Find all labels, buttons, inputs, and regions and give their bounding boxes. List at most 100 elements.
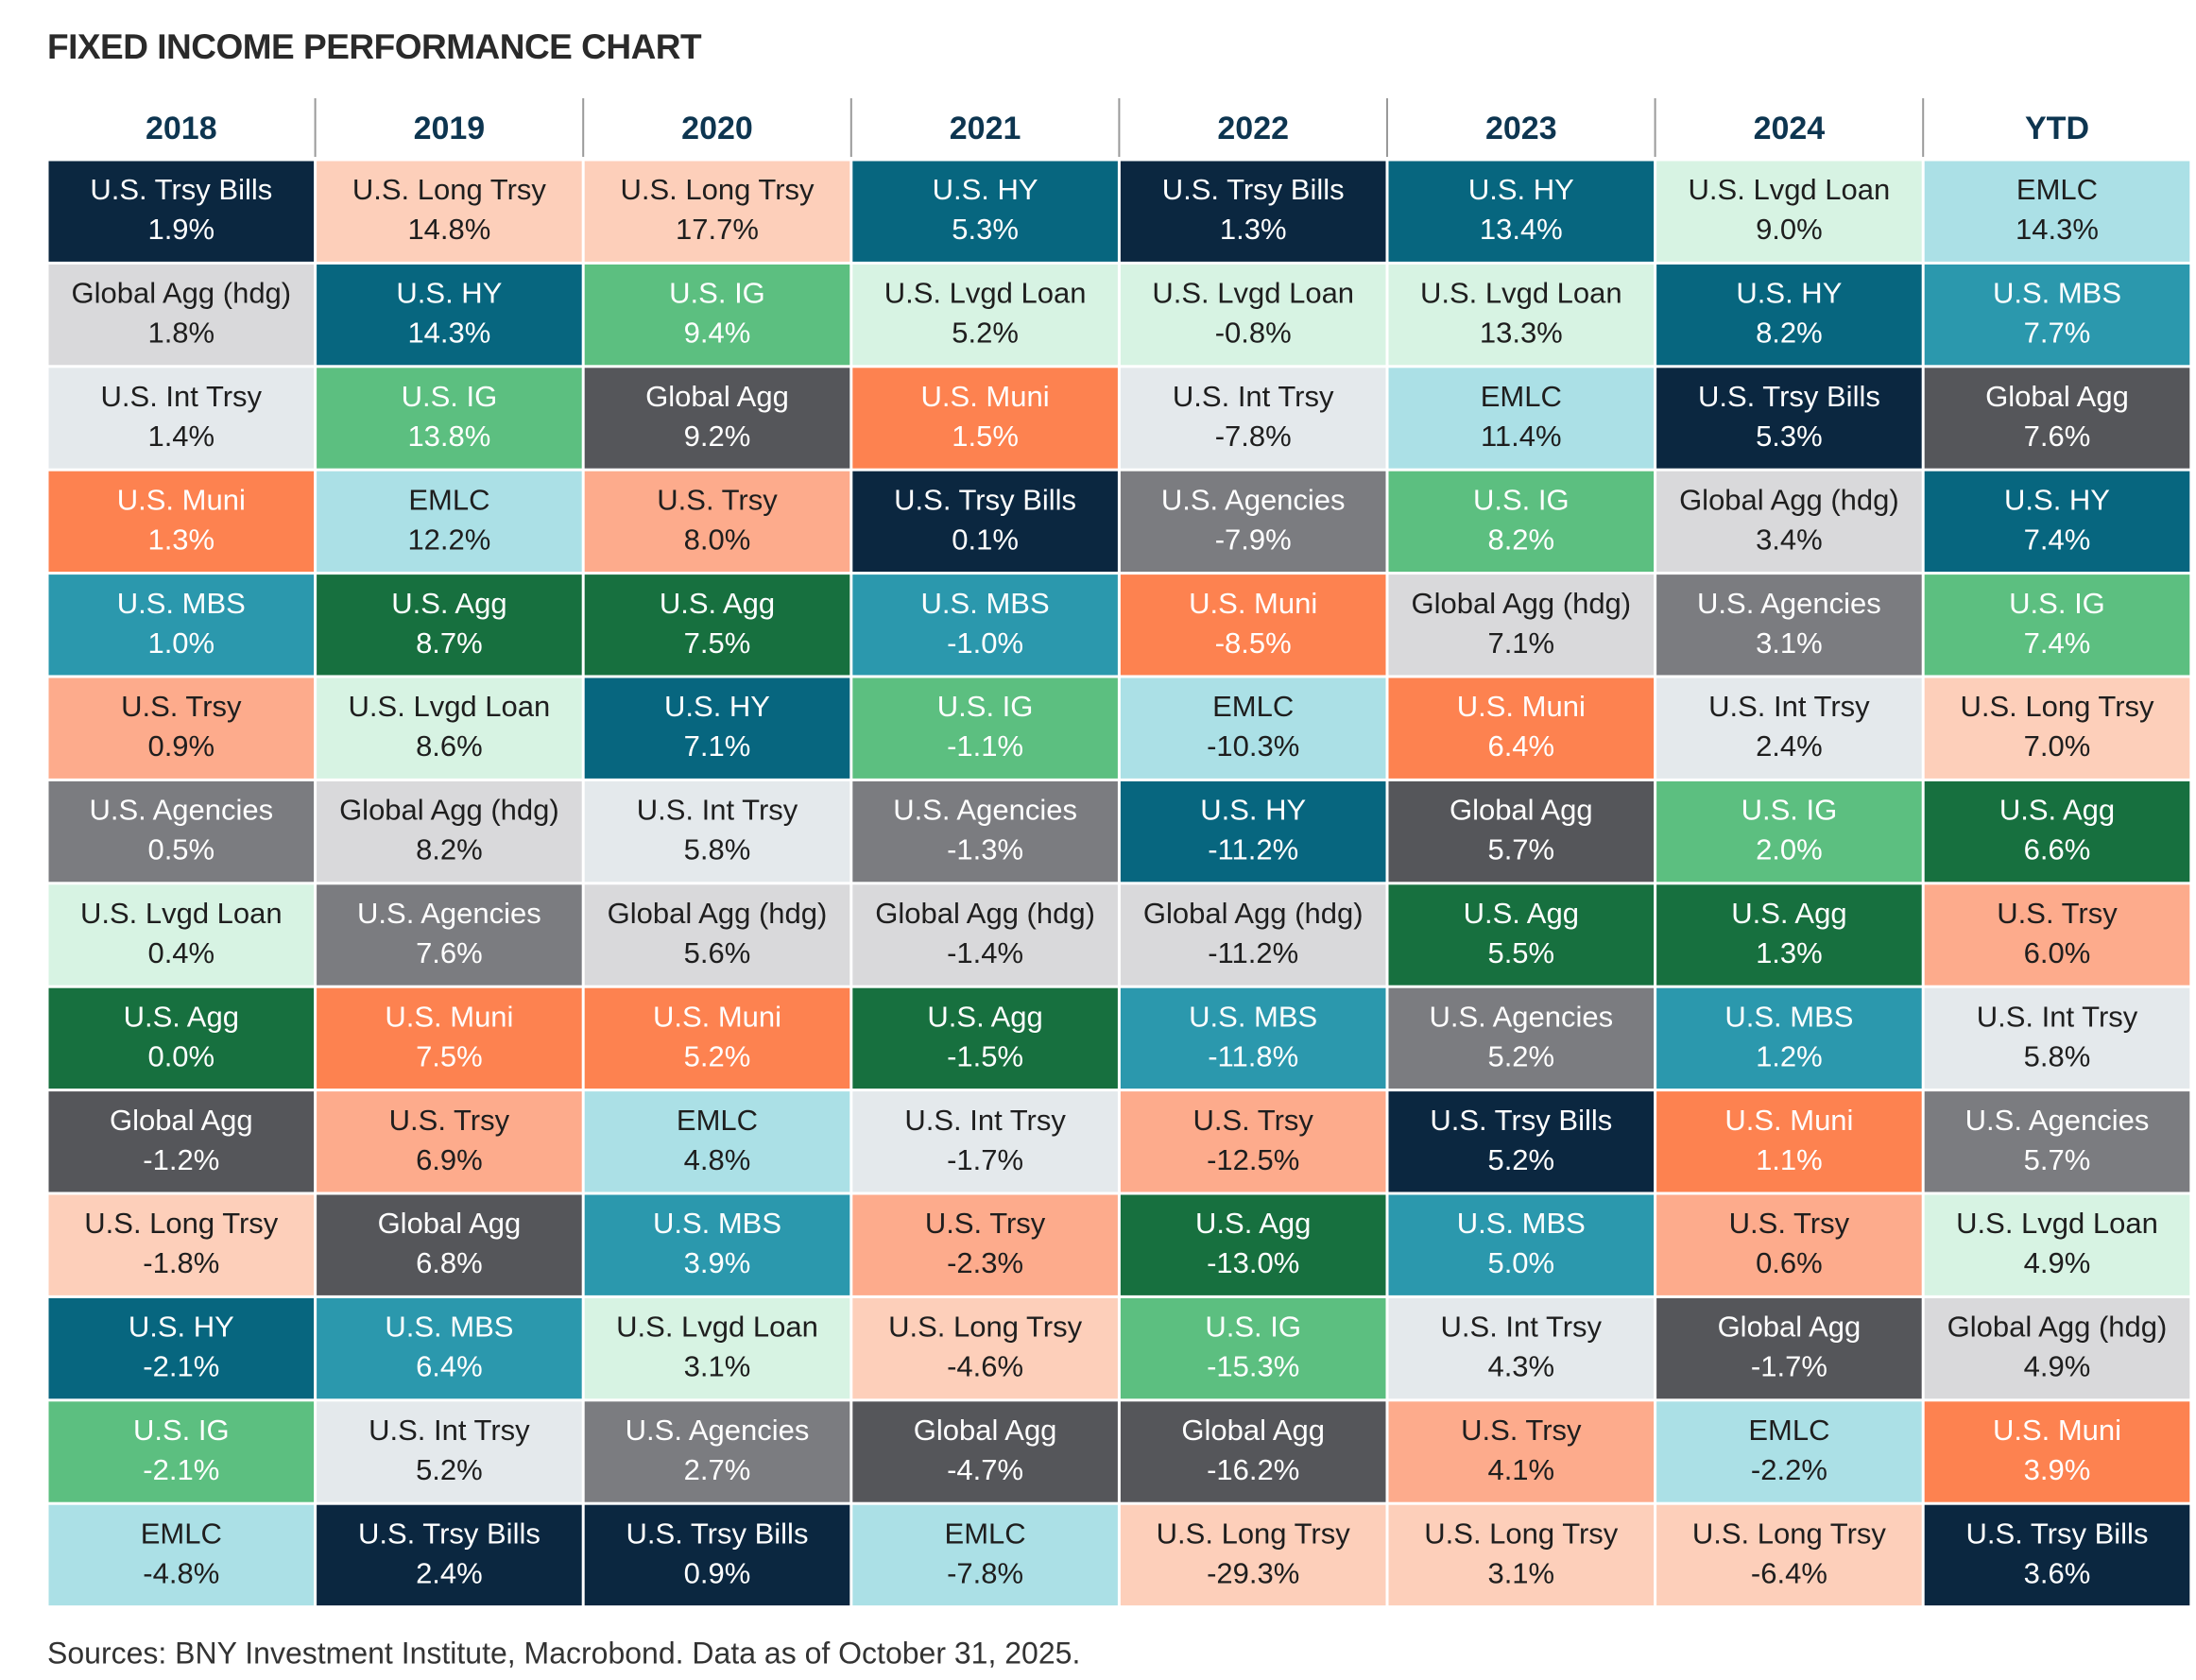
cell — [317, 574, 582, 676]
asset-return: -7.9% — [1215, 523, 1292, 556]
asset-name: U.S. IG — [937, 690, 1034, 723]
asset-return: 5.2% — [684, 1039, 751, 1072]
asset-name: U.S. Trsy Bills — [1430, 1104, 1612, 1137]
asset-return: 9.0% — [1756, 213, 1823, 246]
asset-name: U.S. IG — [669, 277, 765, 310]
asset-name: U.S. MBS — [1993, 277, 2121, 310]
cell — [1120, 264, 1386, 366]
asset-name: U.S. MBS — [653, 1207, 781, 1240]
cell — [1120, 1297, 1386, 1399]
cell — [1924, 368, 2190, 469]
asset-return: 0.5% — [147, 833, 214, 866]
cell — [1388, 471, 1655, 573]
cell — [1924, 161, 2190, 262]
asset-return: 6.4% — [416, 1350, 483, 1383]
cell — [1924, 1091, 2190, 1192]
cell — [48, 161, 315, 262]
asset-return: 5.7% — [1487, 833, 1554, 866]
asset-name: U.S. MBS — [1457, 1207, 1586, 1240]
asset-name: U.S. IG — [1205, 1311, 1301, 1344]
asset-name: U.S. Long Trsy — [888, 1311, 1083, 1344]
cell — [1388, 1401, 1655, 1502]
asset-name: Global Agg — [914, 1414, 1057, 1447]
cell — [852, 161, 1118, 262]
asset-name: U.S. Agencies — [1429, 1000, 1613, 1033]
asset-return: 3.9% — [684, 1246, 751, 1279]
asset-return: 5.0% — [1487, 1246, 1554, 1279]
asset-name: U.S. HY — [1468, 173, 1574, 206]
asset-return: 5.8% — [684, 833, 751, 866]
asset-return: -7.8% — [947, 1556, 1023, 1589]
asset-return: 7.6% — [2024, 420, 2091, 453]
title: FIXED INCOME PERFORMANCE CHART — [47, 27, 702, 66]
cell — [1924, 987, 2190, 1089]
asset-return: 0.6% — [1756, 1246, 1823, 1279]
asset-return: -15.3% — [1207, 1350, 1299, 1383]
cell — [1924, 677, 2190, 779]
cell — [1656, 1297, 1922, 1399]
asset-name: U.S. Trsy — [925, 1207, 1046, 1240]
cell — [1924, 574, 2190, 676]
cell — [317, 780, 582, 883]
asset-name: U.S. Agencies — [1697, 587, 1881, 620]
asset-return: 1.3% — [1220, 213, 1287, 246]
asset-name: Global Agg — [1985, 380, 2129, 413]
asset-return: -29.3% — [1207, 1556, 1299, 1589]
source-note: Sources: BNY Investment Institute, Macro… — [47, 1636, 1080, 1670]
asset-return: 7.4% — [2024, 523, 2091, 556]
cell — [1924, 1504, 2190, 1606]
cell — [48, 264, 315, 366]
cell — [852, 1194, 1118, 1295]
asset-name: U.S. Trsy — [121, 690, 242, 723]
asset-return: -11.8% — [1208, 1039, 1298, 1072]
asset-name: EMLC — [1212, 690, 1294, 723]
asset-return: 9.2% — [684, 420, 751, 453]
asset-return: 8.2% — [1756, 317, 1823, 350]
cell — [584, 1401, 850, 1502]
asset-return: 7.0% — [2024, 729, 2091, 763]
cell — [852, 677, 1118, 779]
asset-return: 14.3% — [407, 317, 490, 350]
asset-return: 7.5% — [684, 626, 751, 660]
asset-return: -2.1% — [143, 1453, 219, 1486]
asset-name: U.S. Agg — [660, 587, 775, 620]
cell — [1924, 884, 2190, 986]
cell — [1388, 884, 1655, 986]
asset-return: -2.1% — [143, 1350, 219, 1383]
asset-name: U.S. Long Trsy — [1960, 690, 2154, 723]
cell — [584, 161, 850, 262]
cell — [1656, 368, 1922, 469]
column-header: 2019 — [414, 111, 486, 146]
cell — [317, 1401, 582, 1502]
asset-return: -4.7% — [947, 1453, 1023, 1486]
asset-return: 0.9% — [684, 1556, 751, 1589]
cell — [48, 574, 315, 676]
asset-name: U.S. Int Trsy — [904, 1104, 1066, 1137]
asset-return: 5.5% — [1487, 936, 1554, 969]
cell — [1388, 780, 1655, 883]
asset-return: 6.8% — [416, 1246, 483, 1279]
asset-name: Global Agg (hdg) — [1411, 587, 1631, 620]
cell — [1388, 574, 1655, 676]
cell — [852, 1504, 1118, 1606]
cell — [48, 1504, 315, 1606]
asset-return: 5.6% — [684, 936, 751, 969]
asset-name: U.S. Agg — [1464, 897, 1579, 930]
asset-return: 1.0% — [147, 626, 214, 660]
asset-name: EMLC — [1481, 380, 1562, 413]
asset-name: U.S. Trsy Bills — [894, 483, 1076, 516]
asset-name: Global Agg (hdg) — [608, 897, 828, 930]
asset-name: U.S. Int Trsy — [1977, 1000, 2138, 1033]
cell — [1120, 368, 1386, 469]
asset-return: -1.8% — [143, 1246, 219, 1279]
cell — [1388, 161, 1655, 262]
asset-return: -10.3% — [1207, 729, 1299, 763]
asset-return: 5.2% — [952, 317, 1019, 350]
asset-name: U.S. IG — [1741, 794, 1838, 827]
asset-name: Global Agg (hdg) — [875, 897, 1095, 930]
asset-name: Global Agg — [1181, 1414, 1325, 1447]
asset-return: 4.9% — [2024, 1246, 2091, 1279]
asset-name: U.S. Agencies — [1161, 483, 1346, 516]
column-header: 2022 — [1217, 111, 1289, 146]
